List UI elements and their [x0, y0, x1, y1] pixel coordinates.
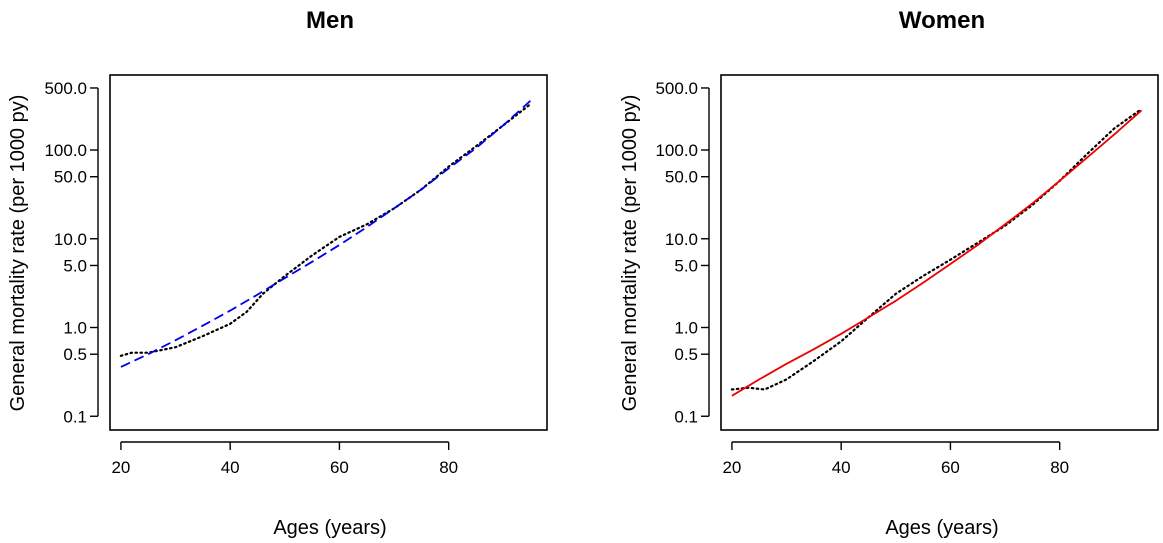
women-y-tick-label: 5.0 — [674, 256, 698, 275]
women-series-solid-line — [731, 109, 1143, 397]
women-plot-frame — [720, 74, 1159, 431]
men-x-axis-label: Ages (years) — [273, 517, 386, 539]
men-y-tick-label: 1.0 — [63, 319, 87, 338]
women-x-tick-label: 20 — [722, 458, 741, 477]
women-y-tick-label: 1.0 — [674, 319, 698, 338]
men-series-dashed-line — [120, 99, 532, 368]
women-y-tick-label: 100.0 — [655, 141, 698, 160]
men-x-tick-label: 20 — [111, 458, 130, 477]
men-y-tick-label: 50.0 — [54, 168, 87, 187]
women-panel: Women Ages (years) General mortality rat… — [619, 7, 1159, 539]
men-y-tick-label: 5.0 — [63, 256, 87, 275]
men-x-tick-label: 60 — [330, 458, 349, 477]
men-panel: Men Ages (years) General mortality rate … — [7, 7, 548, 539]
women-x-tick-label: 80 — [1050, 458, 1069, 477]
women-x-axis-label: Ages (years) — [885, 517, 998, 539]
women-title: Women — [899, 7, 985, 34]
men-y-tick-label: 500.0 — [44, 79, 87, 98]
women-y-tick-label: 50.0 — [665, 168, 698, 187]
men-y-axis-label: General mortality rate (per 1000 py) — [7, 95, 29, 412]
women-x-tick-label: 40 — [832, 458, 851, 477]
women-series-dotted-line — [730, 107, 1143, 391]
women-x-tick-label: 60 — [941, 458, 960, 477]
men-y-tick-label: 0.5 — [63, 345, 87, 364]
women-y-tick-label: 0.5 — [674, 345, 698, 364]
women-y-tick-label: 10.0 — [665, 230, 698, 249]
men-title: Men — [306, 7, 354, 34]
men-x-tick-label: 80 — [439, 458, 458, 477]
men-x-tick-label: 40 — [221, 458, 240, 477]
women-y-axis-label: General mortality rate (per 1000 py) — [619, 95, 641, 412]
women-y-tick-label: 500.0 — [655, 79, 698, 98]
men-y-tick-label: 10.0 — [54, 230, 87, 249]
women-y-tick-label: 0.1 — [674, 407, 698, 426]
men-y-tick-label: 100.0 — [44, 141, 87, 160]
men-y-tick-label: 0.1 — [63, 407, 87, 426]
men-series-dotted-line — [119, 102, 532, 357]
men-plot-frame — [109, 74, 548, 431]
